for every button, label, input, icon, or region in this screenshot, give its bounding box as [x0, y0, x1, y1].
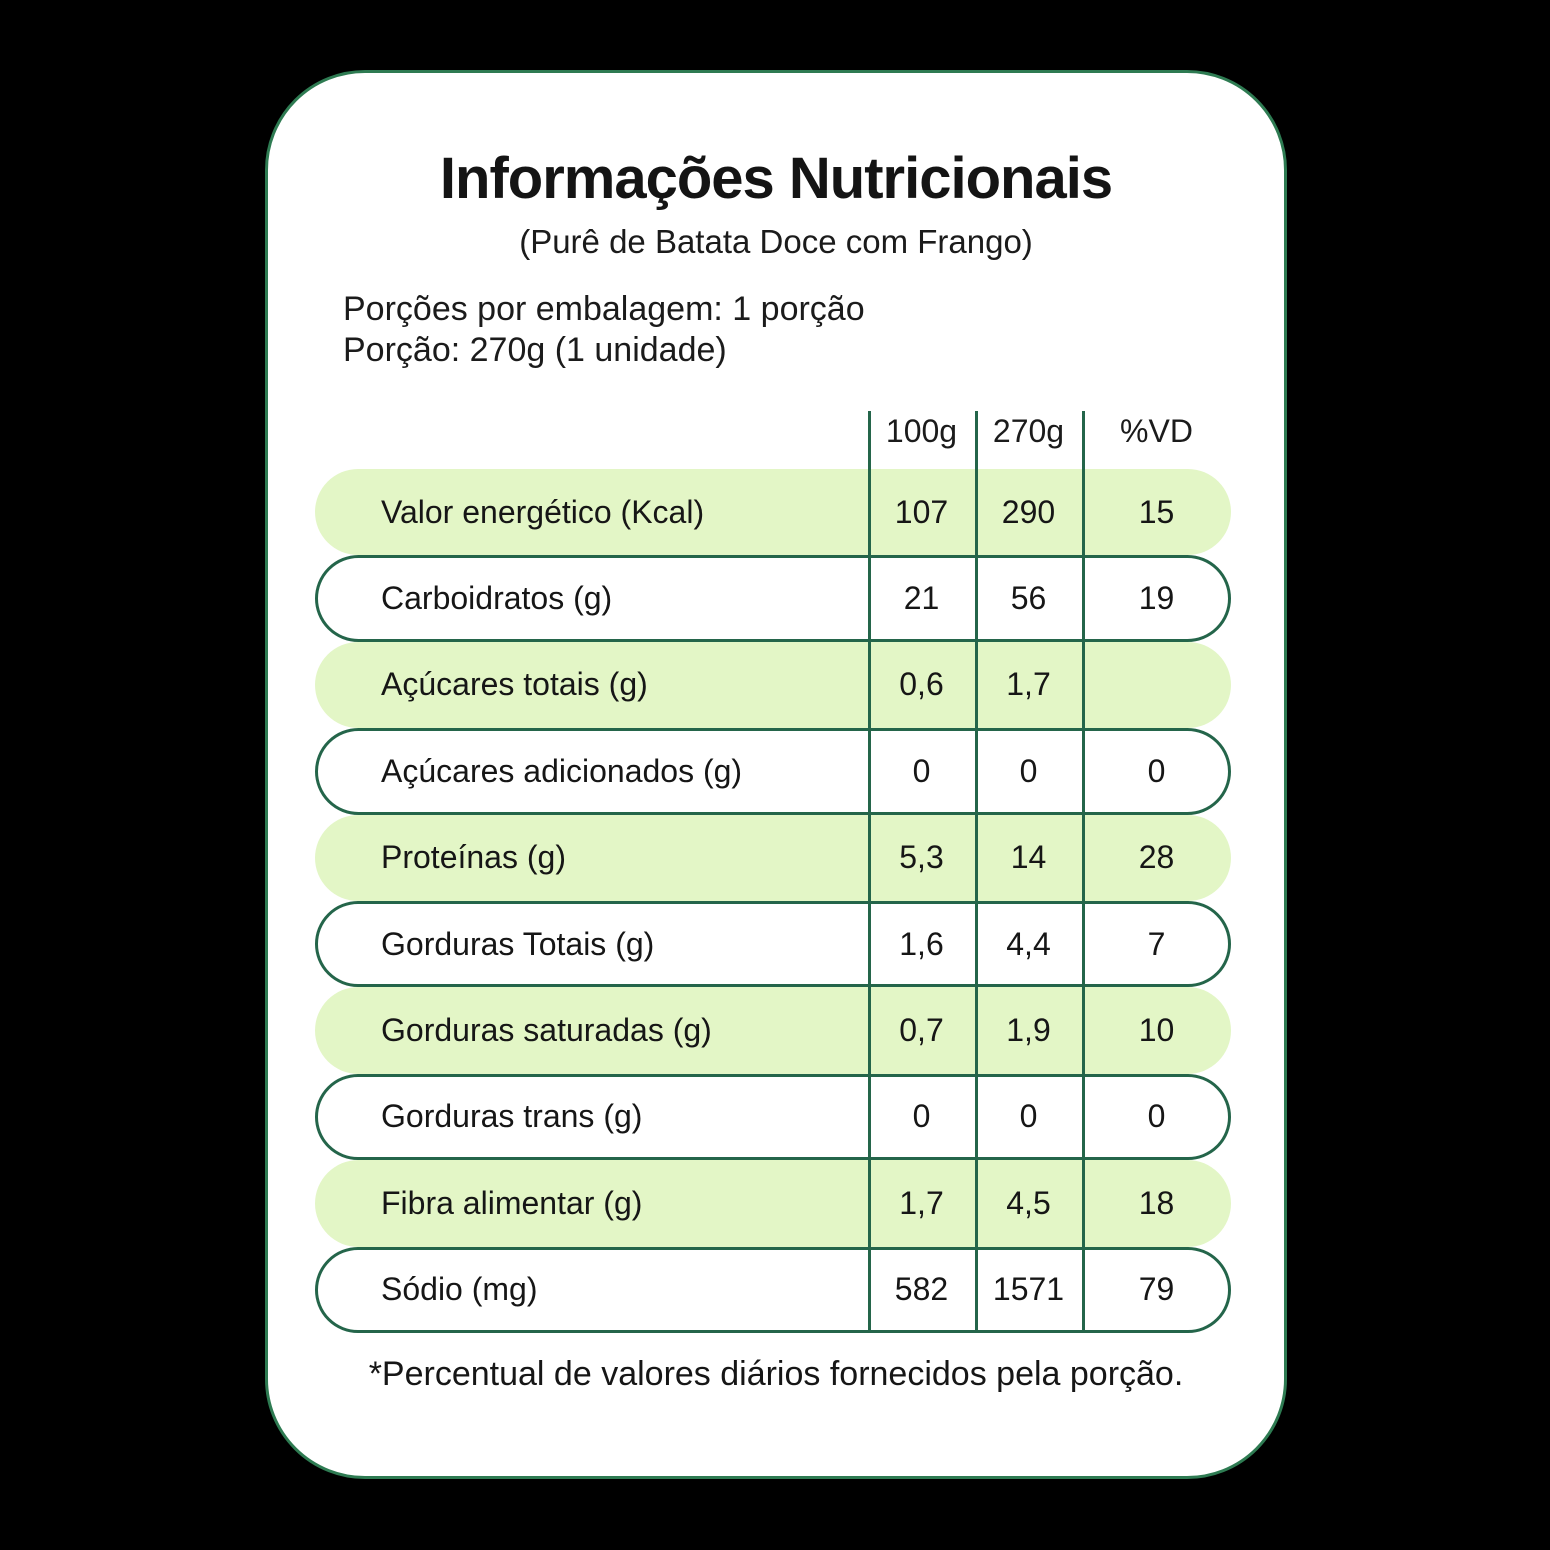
row-value: 290 — [1001, 493, 1056, 530]
row-value: 0 — [1019, 1098, 1038, 1135]
row-value: 15 — [1138, 493, 1175, 530]
row-value: 14 — [1010, 839, 1047, 876]
row-label: Açúcares adicionados (g) — [381, 752, 743, 789]
row-label: Carboidratos (g) — [381, 580, 613, 617]
table-row: Gorduras trans (g) 0 0 0 — [315, 1073, 1231, 1161]
row-label: Sódio (mg) — [381, 1271, 538, 1308]
row-value: 1,7 — [1006, 666, 1051, 703]
row-value: 56 — [1010, 580, 1047, 617]
table-row: Gorduras saturadas (g) 0,7 1,9 10 — [315, 987, 1231, 1074]
row-value: 28 — [1138, 839, 1175, 876]
row-value: 0 — [1147, 1098, 1166, 1135]
row-label: Fibra alimentar (g) — [381, 1184, 643, 1221]
row-value: 1,7 — [899, 1184, 944, 1221]
row-label: Gorduras saturadas (g) — [381, 1012, 712, 1049]
page-title: Informações Nutricionais — [439, 146, 1113, 211]
row-value: 582 — [894, 1271, 949, 1308]
row-label: Valor energético (Kcal) — [381, 493, 705, 530]
table-row: Carboidratos (g) 21 56 19 — [315, 555, 1231, 642]
row-value: 1571 — [992, 1271, 1065, 1308]
column-header-100g: 100g — [885, 413, 958, 449]
row-value: 0 — [912, 1098, 931, 1135]
table-row: Sódio (mg) 582 1571 79 — [315, 1246, 1231, 1333]
column-divider-3 — [1082, 411, 1085, 1333]
table-row: Açúcares totais (g) 0,6 1,7 — [315, 641, 1231, 729]
row-value: 7 — [1147, 925, 1166, 962]
row-value: 0 — [912, 752, 931, 789]
row-value: 0 — [1019, 752, 1038, 789]
row-value: 0,7 — [899, 1012, 944, 1049]
row-value: 18 — [1138, 1184, 1175, 1221]
row-value: 0 — [1147, 752, 1166, 789]
row-label: Gorduras trans (g) — [381, 1098, 643, 1135]
row-value: 79 — [1138, 1271, 1175, 1308]
row-value: 0,6 — [899, 666, 944, 703]
daily-value-footnote: *Percentual de valores diários fornecido… — [368, 1355, 1184, 1393]
nutrition-table-rows: Valor energético (Kcal) 107 290 15 Carbo… — [315, 469, 1231, 1333]
column-divider-1 — [868, 411, 871, 1333]
row-value: 4,5 — [1006, 1184, 1051, 1221]
table-row: Gorduras Totais (g) 1,6 4,4 7 — [315, 900, 1231, 988]
row-value: 19 — [1138, 580, 1175, 617]
row-label: Proteínas (g) — [381, 839, 566, 876]
row-value: 5,3 — [899, 839, 944, 876]
serving-info: Porções por embalagem: 1 porção Porção: … — [343, 289, 865, 371]
row-label: Gorduras Totais (g) — [381, 925, 655, 962]
column-header-270g: 270g — [992, 413, 1065, 449]
product-subtitle: (Purê de Batata Doce com Frango) — [519, 223, 1033, 260]
table-row: Valor energético (Kcal) 107 290 15 — [315, 469, 1231, 556]
row-value — [1082, 642, 1231, 728]
table-row: Fibra alimentar (g) 1,7 4,5 18 — [315, 1160, 1231, 1247]
row-label: Açúcares totais (g) — [381, 666, 648, 703]
row-value: 21 — [903, 580, 940, 617]
row-value: 1,6 — [899, 925, 944, 962]
row-value: 4,4 — [1006, 925, 1051, 962]
nutrition-label-card: Informações Nutricionais (Purê de Batata… — [265, 70, 1287, 1479]
serving-size: Porção: 270g (1 unidade) — [343, 331, 727, 369]
column-divider-2 — [975, 411, 978, 1333]
servings-per-package: Porções por embalagem: 1 porção — [343, 290, 865, 328]
row-value: 107 — [894, 493, 949, 530]
table-row: Proteínas (g) 5,3 14 28 — [315, 814, 1231, 901]
table-row: Açúcares adicionados (g) 0 0 0 — [315, 728, 1231, 815]
row-value: 10 — [1138, 1012, 1175, 1049]
row-value: 1,9 — [1006, 1012, 1051, 1049]
column-header-vd: %VD — [1120, 413, 1193, 449]
